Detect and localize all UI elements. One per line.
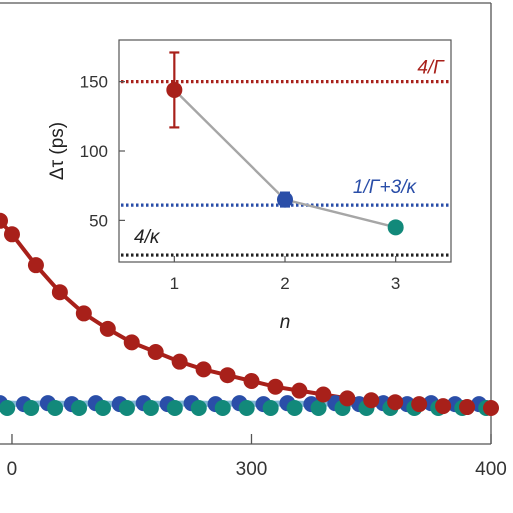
teal-data-point — [310, 400, 327, 416]
teal-data-point — [214, 400, 231, 416]
inset-ticks: 1 2 3 50 100 150 — [80, 73, 401, 293]
teal-data-point — [262, 400, 279, 416]
red-data-point — [0, 212, 8, 229]
red-data-point — [51, 284, 68, 301]
inset-x-tick-label: 3 — [391, 274, 400, 293]
teal-data-point — [190, 400, 207, 416]
teal-data-point — [166, 400, 183, 416]
teal-data-point — [47, 400, 64, 416]
main-x-tick-label: 400 — [475, 459, 507, 480]
red-data-point — [339, 390, 356, 407]
red-data-point — [123, 334, 140, 351]
teal-data-point — [0, 400, 16, 416]
red-data-point — [99, 320, 116, 337]
inset-plot: 4/Γ 1/Γ+3/κ 4/κ 1 2 3 50 100 150 Δτ (ps) n — [47, 39, 452, 333]
red-data-point — [195, 361, 212, 378]
inset-y-axis-label: Δτ (ps) — [47, 122, 68, 180]
teal-data-point — [286, 400, 303, 416]
inset-y-tick-label: 150 — [80, 73, 108, 92]
teal-inset-point — [387, 219, 404, 236]
blue-reference-label: 1/Γ+3/κ — [353, 177, 418, 198]
teal-data-point — [94, 400, 111, 416]
red-reference-label: 4/Γ — [417, 58, 445, 79]
red-data-point — [483, 400, 499, 416]
teal-data-point — [142, 400, 159, 416]
inset-x-axis-label: n — [280, 312, 291, 333]
red-data-point — [27, 257, 44, 274]
red-inset-point — [166, 81, 183, 98]
teal-data-point — [23, 400, 40, 416]
red-data-point — [171, 353, 188, 370]
red-data-point — [267, 378, 284, 395]
red-data-point — [147, 344, 164, 361]
teal-data-point — [238, 400, 255, 416]
inset-y-tick-label: 100 — [80, 142, 108, 161]
inset-series — [166, 51, 404, 236]
red-data-point — [315, 386, 332, 403]
red-data-point — [411, 396, 428, 413]
inset-reference-lines: 4/Γ 1/Γ+3/κ 4/κ — [121, 58, 449, 257]
red-data-point — [459, 399, 476, 416]
main-x-tick-label: 0 — [7, 459, 18, 480]
red-data-point — [291, 382, 308, 399]
inset-x-tick-label: 1 — [170, 274, 179, 293]
blue-inset-point — [277, 191, 293, 208]
red-data-point — [75, 305, 92, 322]
red-data-point — [219, 367, 236, 384]
main-data-points — [0, 212, 499, 416]
red-data-point — [363, 392, 380, 409]
teal-data-point — [118, 400, 135, 416]
teal-data-point — [71, 400, 88, 416]
red-data-point — [435, 398, 452, 415]
red-data-point — [3, 226, 20, 243]
inset-y-tick-label: 50 — [89, 211, 108, 230]
red-data-point — [387, 394, 404, 411]
main-x-ticks: 0 300 400 — [7, 434, 507, 480]
black-reference-label: 4/κ — [134, 227, 161, 248]
red-data-point — [243, 372, 260, 389]
inset-x-tick-label: 2 — [280, 274, 289, 293]
main-x-tick-label: 300 — [236, 459, 268, 480]
main-plot: 0 300 400 — [0, 2, 507, 480]
